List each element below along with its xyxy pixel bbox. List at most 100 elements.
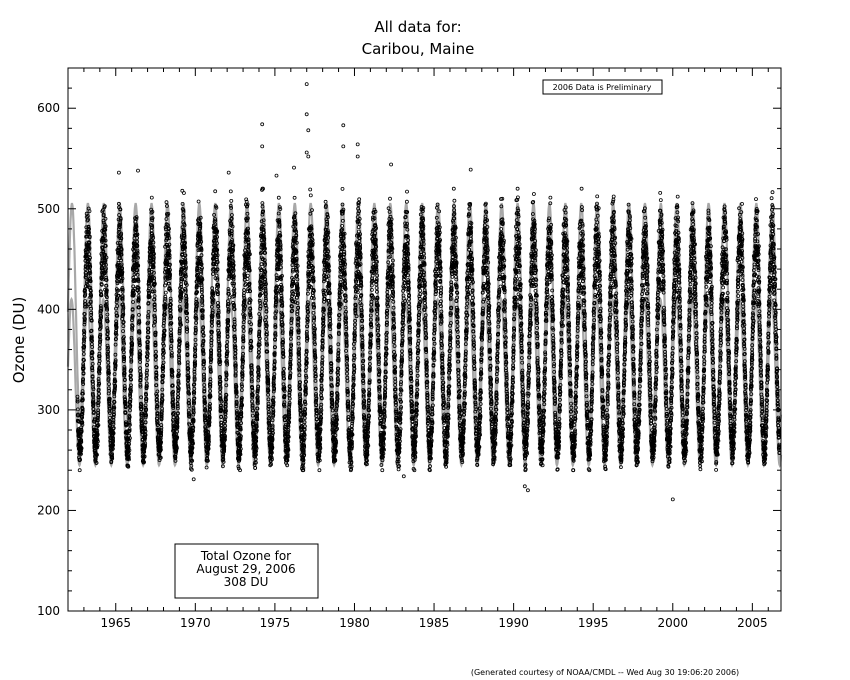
observation-point (104, 266, 108, 271)
observation-point (317, 468, 322, 473)
observation-point (112, 372, 117, 377)
observation-point (99, 282, 104, 287)
observation-point (95, 401, 100, 406)
observation-point (89, 312, 94, 317)
observation-point (104, 288, 109, 293)
observation-point (97, 359, 102, 363)
observation-point (77, 468, 82, 473)
observation-point (106, 364, 111, 369)
observation-point (89, 293, 93, 298)
observation-point (82, 358, 86, 363)
observation-point (107, 382, 111, 387)
observation-point (98, 332, 103, 337)
observation-point (181, 191, 186, 195)
observation-point (98, 337, 103, 342)
observation-point (89, 318, 94, 323)
observation-point (90, 338, 94, 343)
observation-point (111, 426, 116, 430)
observation-point (96, 395, 101, 400)
observation-point (106, 372, 111, 377)
observation-point (80, 408, 85, 413)
observation-point (90, 351, 95, 355)
observation-point (92, 410, 96, 415)
observation-point (213, 189, 218, 194)
observation-point (111, 438, 115, 443)
observation-point (107, 371, 111, 375)
observation-point (88, 299, 93, 304)
observation-point (111, 431, 116, 436)
observation-point (149, 195, 154, 200)
observation-point (91, 394, 96, 399)
observation-point (78, 457, 82, 462)
observation-point (110, 452, 114, 457)
observation-point (96, 408, 101, 413)
observation-point (79, 427, 84, 432)
observation-point (104, 275, 109, 280)
observation-point (76, 413, 80, 418)
observation-point (79, 440, 84, 444)
observation-point (84, 275, 89, 280)
observation-point (81, 366, 86, 371)
observation-point (88, 255, 92, 260)
observation-point (103, 227, 108, 232)
observation-point (105, 307, 109, 312)
observation-point (105, 306, 109, 311)
observation-point (83, 275, 88, 280)
observation-point (97, 354, 102, 359)
observation-point (98, 304, 103, 309)
observation-point (103, 216, 108, 221)
observation-point (106, 329, 110, 334)
observation-point (106, 349, 111, 354)
observation-point (103, 238, 108, 243)
observation-point (96, 439, 100, 444)
observation-point (97, 395, 101, 400)
observation-point (79, 452, 83, 456)
observation-point (112, 394, 117, 399)
observation-point (100, 275, 105, 280)
observation-point (111, 443, 115, 448)
observation-point (99, 315, 103, 320)
observation-point (107, 402, 112, 407)
observation-point (196, 199, 201, 204)
observation-point (98, 317, 103, 322)
observation-point (96, 387, 101, 392)
observation-point (108, 411, 112, 415)
observation-point (99, 308, 104, 313)
observation-point (82, 312, 87, 317)
observation-point (101, 240, 106, 245)
observation-point (308, 193, 313, 198)
observation-point (75, 399, 80, 404)
observation-point (105, 353, 110, 358)
observation-point (91, 401, 96, 406)
observation-point (95, 443, 100, 448)
chart-title: All data for: (374, 18, 461, 36)
observation-point (106, 378, 111, 383)
observation-point (89, 306, 93, 311)
observation-point (95, 452, 99, 457)
observation-point (96, 415, 100, 420)
observation-point (99, 314, 103, 319)
observation-point (103, 233, 107, 238)
observation-point (113, 385, 117, 390)
observation-point (88, 271, 93, 275)
observation-point (81, 352, 86, 356)
observation-point (84, 304, 89, 309)
observation-point (111, 404, 116, 408)
observation-point (228, 189, 233, 194)
observation-point (90, 356, 95, 361)
observation-point (80, 412, 85, 417)
observation-point (82, 322, 87, 327)
observation-point (87, 227, 91, 231)
observation-point (97, 356, 102, 361)
observation-point (245, 273, 250, 278)
observation-point (111, 422, 116, 427)
observation-point (112, 377, 117, 382)
observation-point (325, 278, 330, 283)
observation-point (79, 446, 84, 451)
observation-point (88, 304, 93, 309)
observation-point (91, 387, 96, 392)
observation-point (89, 289, 93, 293)
observation-point (101, 208, 105, 213)
observation-point (111, 420, 116, 425)
observation-point (90, 345, 95, 349)
